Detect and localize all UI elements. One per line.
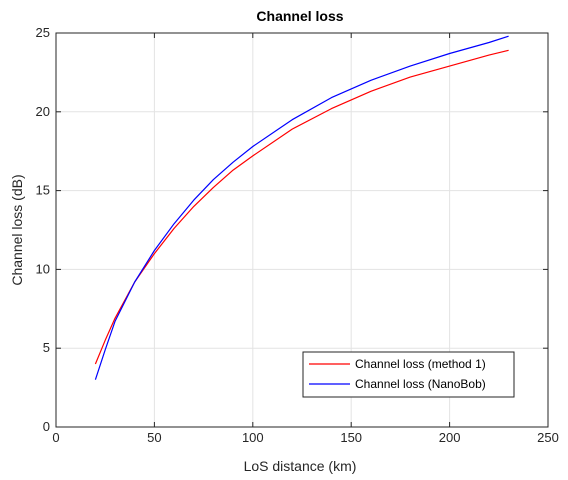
y-tick-label: 25 <box>36 25 50 40</box>
y-tick-label: 10 <box>36 261 50 276</box>
axis-ticks: 0 50 100 150 200 250 0 5 10 15 20 25 <box>36 25 559 445</box>
y-tick-label: 5 <box>43 340 50 355</box>
x-tick-label: 0 <box>52 430 59 445</box>
x-tick-label: 100 <box>242 430 264 445</box>
series-line-nanobob <box>94 35 509 380</box>
legend-label-nanobob: Channel loss (NanoBob) <box>355 377 486 391</box>
legend-box <box>302 351 515 398</box>
x-axis-label: LoS distance (km) <box>244 458 357 474</box>
y-tick-label: 15 <box>36 183 50 198</box>
y-tick-label: 0 <box>43 419 50 434</box>
chart-title: Channel loss <box>256 8 343 24</box>
y-axis-label: Channel loss (dB) <box>9 174 25 285</box>
x-tick-label: 150 <box>340 430 362 445</box>
legend-label-method-1: Channel loss (method 1) <box>355 357 486 371</box>
x-tick-label: 50 <box>147 430 161 445</box>
series-lines <box>94 35 509 380</box>
legend: Channel loss (method 1) Channel loss (Na… <box>302 351 515 398</box>
x-tick-label: 250 <box>537 430 559 445</box>
y-tick-label: 20 <box>36 104 50 119</box>
plot-border <box>55 32 549 428</box>
x-tick-label: 200 <box>439 430 461 445</box>
